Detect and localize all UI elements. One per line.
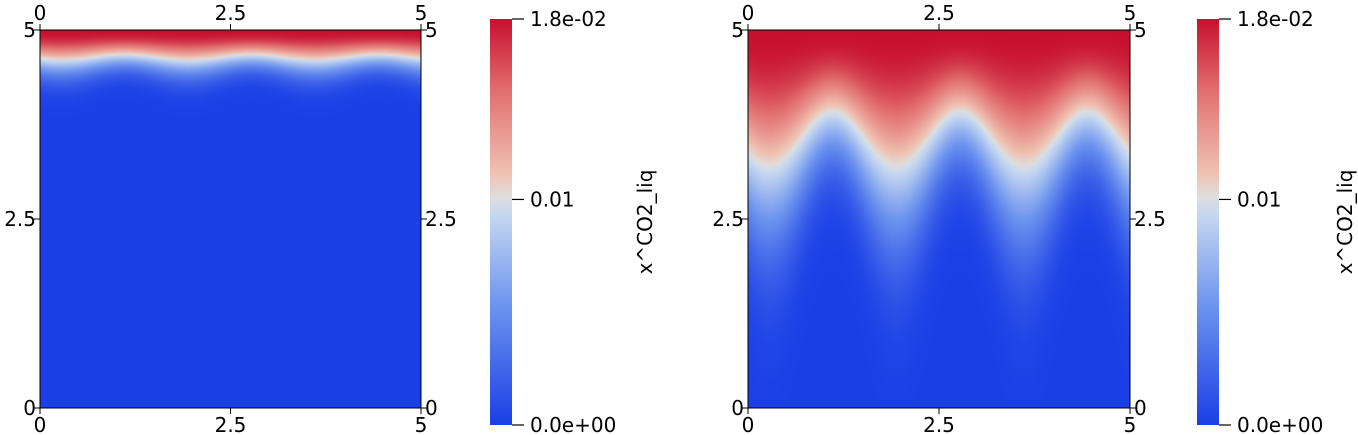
x-tick-label-top: 2.5 xyxy=(923,1,955,25)
x-tick-label-top: 0 xyxy=(34,1,47,25)
heatmap-field xyxy=(748,30,1130,408)
x-tick-label-bottom: 2.5 xyxy=(923,413,955,435)
y-tick-label-left: 2.5 xyxy=(4,207,36,231)
x-tick-label-bottom: 2.5 xyxy=(215,413,247,435)
colorbar: 0.0e+00 0.01 1.8e-02 x^CO2_liq xyxy=(1197,7,1357,435)
y-tick-label-left: 0 xyxy=(731,396,744,420)
y-tick-label-right: 2.5 xyxy=(1134,207,1166,231)
x-tick-label-bottom: 0 xyxy=(34,413,47,435)
y-tick-label-left: 5 xyxy=(23,18,36,42)
colorbar-tick-label: 0.0e+00 xyxy=(530,413,616,435)
heatmap-field xyxy=(40,30,421,408)
colorbar-tick-label: 0.01 xyxy=(530,187,575,211)
x-tick-label-top: 2.5 xyxy=(215,1,247,25)
x-tick-label-top: 5 xyxy=(415,1,428,25)
y-tick-label-right: 2.5 xyxy=(425,207,457,231)
y-tick-label-left: 5 xyxy=(731,18,744,42)
colorbar-tick-label: 1.8e-02 xyxy=(1237,7,1314,31)
colorbar-gradient xyxy=(1197,19,1219,425)
y-tick-label-right: 0 xyxy=(1134,396,1147,420)
x-tick-label-bottom: 5 xyxy=(415,413,428,435)
colorbar-tick-label: 0.01 xyxy=(1237,187,1282,211)
colorbar-title: x^CO2_liq xyxy=(1333,170,1357,275)
y-tick-label-left: 2.5 xyxy=(712,207,744,231)
colorbar: 0.0e+00 0.01 1.8e-02 x^CO2_liq xyxy=(490,7,657,435)
x-tick-label-top: 0 xyxy=(742,1,755,25)
y-tick-label-right: 5 xyxy=(425,18,438,42)
y-tick-label-right: 0 xyxy=(425,396,438,420)
y-tick-label-right: 5 xyxy=(1134,18,1147,42)
colorbar-gradient xyxy=(490,19,512,425)
y-tick-label-left: 0 xyxy=(23,396,36,420)
colorbar-tick-label: 1.8e-02 xyxy=(530,7,607,31)
colorbar-title: x^CO2_liq xyxy=(633,170,657,275)
x-tick-label-top: 5 xyxy=(1124,1,1137,25)
colorbar-tick-label: 0.0e+00 xyxy=(1237,413,1323,435)
x-tick-label-bottom: 5 xyxy=(1124,413,1137,435)
x-tick-label-bottom: 0 xyxy=(742,413,755,435)
